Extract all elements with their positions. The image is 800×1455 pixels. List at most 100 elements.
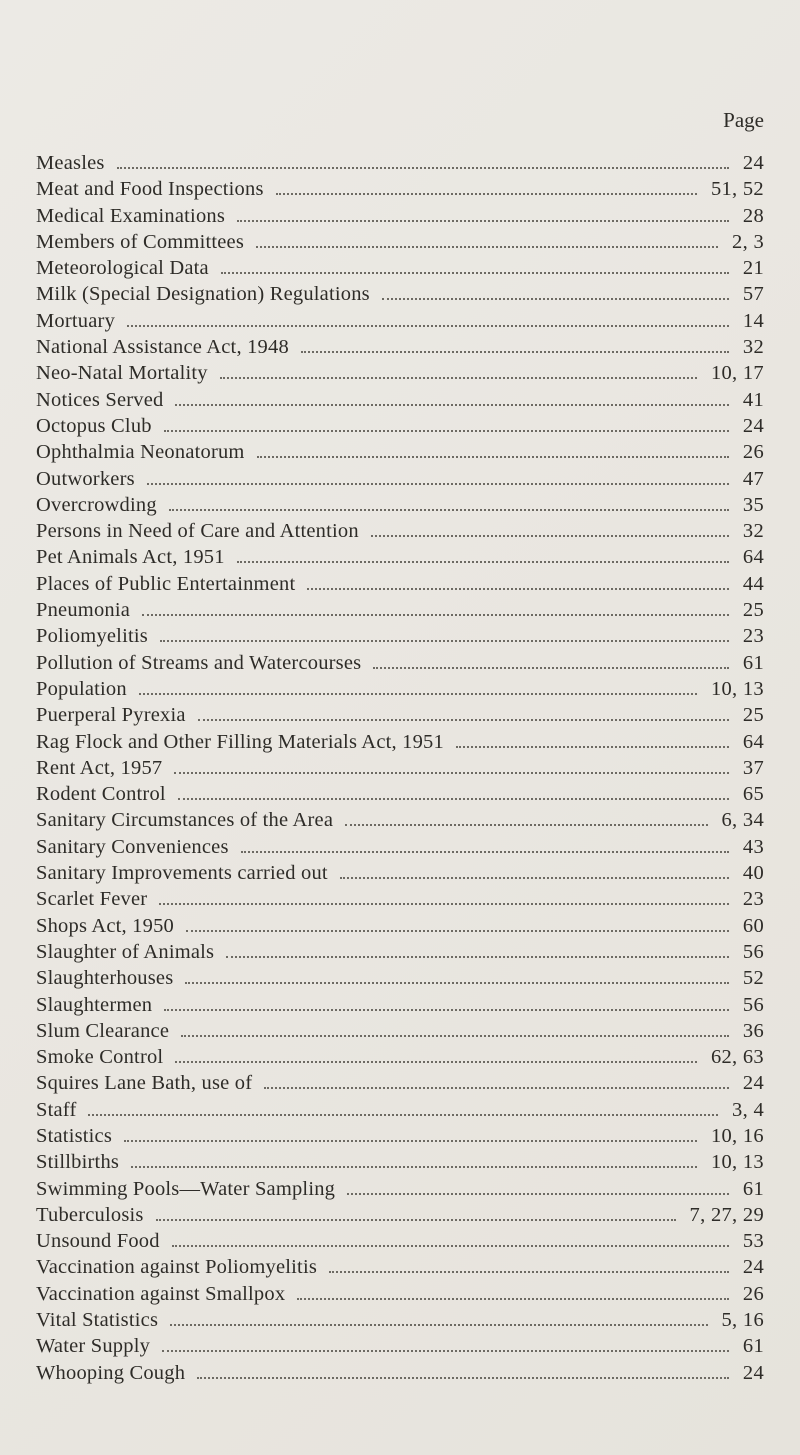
dot-leader bbox=[197, 1376, 729, 1379]
dot-leader bbox=[329, 1270, 729, 1274]
entry-pages: 2, 3 bbox=[732, 230, 764, 253]
entry-title: Stillbirths bbox=[36, 1151, 120, 1174]
dot-leader bbox=[370, 534, 729, 538]
dot-leader bbox=[345, 823, 708, 827]
index-row: Population 10, 13 bbox=[36, 676, 766, 702]
index-row: Smoke Control 62, 63 bbox=[36, 1044, 766, 1070]
entry-title: Meteorological Data bbox=[36, 257, 209, 280]
index-row: Pet Animals Act, 1951 64 bbox=[36, 544, 766, 570]
entry-pages: 35 bbox=[742, 493, 764, 516]
index-row: Sanitary Circumstances of the Area 6, 34 bbox=[36, 807, 766, 833]
dot-leader bbox=[455, 745, 729, 748]
dot-leader bbox=[170, 1323, 708, 1327]
entry-title: Notices Served bbox=[36, 388, 164, 411]
entry-pages: 10, 13 bbox=[710, 1151, 764, 1174]
entry-pages: 24 bbox=[742, 414, 764, 437]
entry-title: Overcrowding bbox=[36, 493, 157, 516]
dot-leader bbox=[275, 192, 697, 196]
entry-title: Medical Examinations bbox=[36, 204, 226, 227]
entry-pages: 44 bbox=[742, 572, 764, 595]
entry-pages: 5, 16 bbox=[721, 1309, 764, 1332]
index-row: Swimming Pools—Water Sampling 61 bbox=[36, 1176, 766, 1202]
dot-leader bbox=[174, 771, 729, 774]
dot-leader bbox=[240, 850, 729, 853]
index-row: Milk (Special Designation) Regulations 57 bbox=[36, 281, 766, 307]
entry-title: Water Supply bbox=[36, 1335, 151, 1358]
dot-leader bbox=[226, 955, 729, 958]
entry-pages: 64 bbox=[742, 546, 764, 569]
index-row: Sanitary Improvements carried out 40 bbox=[36, 860, 766, 886]
entry-pages: 25 bbox=[742, 599, 764, 622]
index-row: Vital Statistics 5, 16 bbox=[36, 1307, 766, 1333]
index-row: Whooping Cough 24 bbox=[36, 1360, 766, 1386]
dot-leader bbox=[219, 376, 697, 380]
entry-title: Rent Act, 1957 bbox=[36, 756, 163, 779]
entry-title: Staff bbox=[36, 1098, 77, 1121]
dot-leader bbox=[175, 1060, 697, 1064]
entry-title: Puerperal Pyrexia bbox=[36, 704, 186, 727]
entry-pages: 24 bbox=[742, 1256, 764, 1279]
index-row: Sanitary Conveniences 43 bbox=[36, 834, 766, 860]
dot-leader bbox=[88, 1113, 719, 1116]
index-row: Overcrowding 35 bbox=[36, 492, 766, 518]
entry-pages: 26 bbox=[742, 441, 764, 464]
entry-title: Measles bbox=[36, 152, 105, 174]
entry-title: Vital Statistics bbox=[36, 1309, 159, 1332]
entry-pages: 56 bbox=[742, 993, 764, 1016]
entry-pages: 32 bbox=[742, 336, 764, 359]
entry-title: Swimming Pools—Water Sampling bbox=[36, 1177, 336, 1200]
index-row: Slaughter of Animals 56 bbox=[36, 939, 766, 965]
entry-title: Rag Flock and Other Filling Materials Ac… bbox=[36, 730, 444, 753]
dot-leader bbox=[236, 560, 729, 564]
entry-pages: 52 bbox=[742, 967, 764, 990]
index-row: Meat and Food Inspections 51, 52 bbox=[36, 176, 766, 202]
dot-leader bbox=[237, 219, 729, 222]
dot-leader bbox=[171, 1244, 729, 1248]
dot-leader bbox=[164, 1008, 729, 1011]
entry-title: Whooping Cough bbox=[36, 1361, 186, 1384]
index-row: Members of Committees 2, 3 bbox=[36, 229, 766, 255]
entry-pages: 37 bbox=[742, 756, 764, 779]
index-row: Scarlet Fever 23 bbox=[36, 886, 766, 912]
dot-leader bbox=[168, 508, 729, 511]
index-row: Slaughtermen 56 bbox=[36, 992, 766, 1018]
entry-pages: 23 bbox=[742, 625, 764, 648]
index-row: Ophthalmia Neonatorum 26 bbox=[36, 439, 766, 465]
entry-title: Sanitary Improvements carried out bbox=[36, 862, 328, 885]
entry-pages: 32 bbox=[742, 520, 764, 543]
dot-leader bbox=[256, 455, 729, 459]
index-row: Stillbirths 10, 13 bbox=[36, 1149, 766, 1175]
dot-leader bbox=[339, 876, 729, 880]
dot-leader bbox=[155, 1218, 676, 1221]
dot-leader bbox=[264, 1086, 729, 1090]
index-row: Vaccination against Smallpox 26 bbox=[36, 1281, 766, 1307]
entry-pages: 40 bbox=[742, 862, 764, 885]
dot-leader bbox=[131, 1165, 697, 1169]
index-row: Statistics 10, 16 bbox=[36, 1123, 766, 1149]
dot-leader bbox=[127, 324, 729, 327]
entry-title: Pollution of Streams and Watercourses bbox=[36, 651, 362, 674]
entry-title: Poliomyelitis bbox=[36, 625, 148, 648]
entry-pages: 7, 27, 29 bbox=[689, 1203, 764, 1226]
entry-pages: 3, 4 bbox=[732, 1098, 764, 1121]
index-row: Medical Examinations 28 bbox=[36, 203, 766, 229]
page-column-header: Page bbox=[723, 108, 764, 132]
dot-leader bbox=[177, 797, 729, 801]
entry-pages: 25 bbox=[742, 704, 764, 727]
entry-pages: 61 bbox=[742, 1335, 764, 1358]
entry-pages: 53 bbox=[742, 1230, 764, 1253]
index-row: Rodent Control 65 bbox=[36, 781, 766, 807]
index-row: Neo-Natal Mortality 10, 17 bbox=[36, 360, 766, 386]
entry-title: Milk (Special Designation) Regulations bbox=[36, 283, 370, 306]
dot-leader bbox=[300, 350, 729, 354]
entry-title: Slaughtermen bbox=[36, 993, 153, 1016]
dot-leader bbox=[347, 1192, 729, 1195]
dot-leader bbox=[256, 245, 719, 248]
entry-pages: 57 bbox=[742, 283, 764, 306]
entry-pages: 61 bbox=[742, 651, 764, 674]
entry-pages: 61 bbox=[742, 1177, 764, 1200]
index-row: Notices Served 41 bbox=[36, 387, 766, 413]
entry-pages: 24 bbox=[742, 1361, 764, 1384]
entry-pages: 43 bbox=[742, 835, 764, 858]
entry-pages: 10, 16 bbox=[710, 1124, 764, 1147]
